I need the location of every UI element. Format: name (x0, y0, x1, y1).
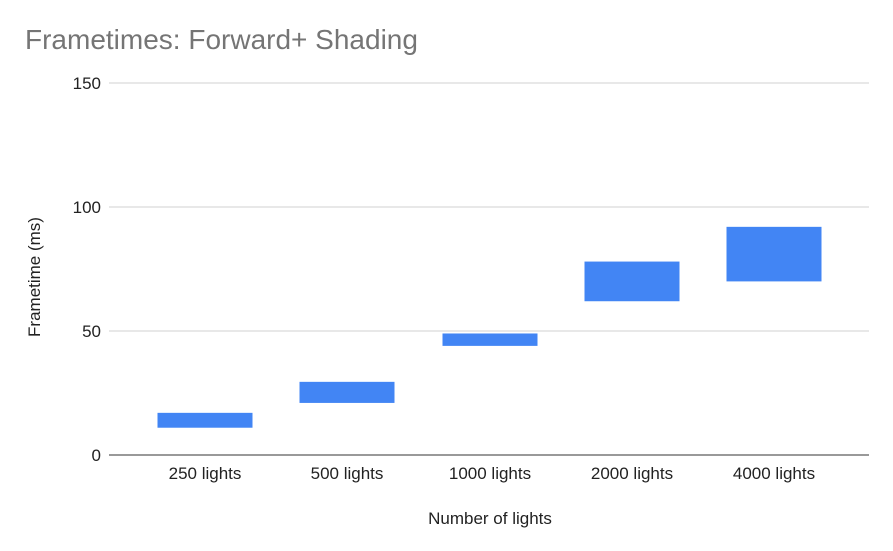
x-tick-label: 4000 lights (733, 464, 815, 483)
x-tick-label: 250 lights (169, 464, 242, 483)
y-axis-ticks: 0 50 100 150 (73, 74, 101, 465)
x-axis-title: Number of lights (428, 509, 552, 528)
chart-title: Frametimes: Forward+ Shading (25, 24, 418, 55)
x-tick-label: 500 lights (311, 464, 384, 483)
bar-500-lights (299, 381, 395, 403)
bars (157, 226, 822, 428)
x-axis-ticks: 250 lights 500 lights 1000 lights 2000 ligh… (169, 464, 816, 483)
x-tick-label: 2000 lights (591, 464, 673, 483)
y-tick-label: 50 (82, 322, 101, 341)
y-tick-label: 100 (73, 198, 101, 217)
bar-250-lights (157, 412, 253, 428)
y-tick-label: 0 (92, 446, 101, 465)
y-tick-label: 150 (73, 74, 101, 93)
gridlines (109, 82, 869, 332)
bar-2000-lights (584, 261, 680, 302)
y-axis-title: Frametime (ms) (25, 217, 44, 337)
bar-1000-lights (442, 333, 538, 346)
x-tick-label: 1000 lights (449, 464, 531, 483)
bar-4000-lights (726, 226, 822, 282)
